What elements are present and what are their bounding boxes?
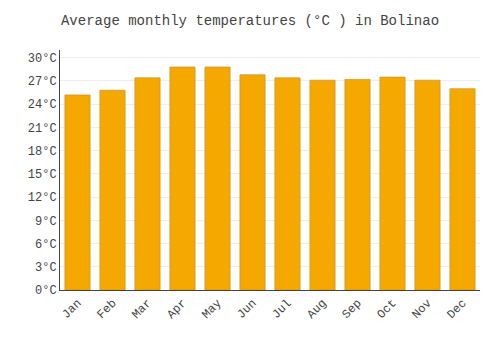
svg-text:6°C: 6°C <box>35 238 57 252</box>
svg-text:24°C: 24°C <box>28 98 57 112</box>
svg-text:Jan: Jan <box>59 297 84 322</box>
svg-text:Mar: Mar <box>129 297 154 322</box>
svg-text:May: May <box>199 297 224 322</box>
svg-text:Jun: Jun <box>234 297 259 322</box>
svg-text:0°C: 0°C <box>35 284 57 298</box>
svg-text:Aug: Aug <box>304 297 329 322</box>
svg-text:Sep: Sep <box>339 297 364 322</box>
svg-text:21°C: 21°C <box>28 122 57 136</box>
svg-text:30°C: 30°C <box>28 52 57 66</box>
svg-text:15°C: 15°C <box>28 168 57 182</box>
svg-text:18°C: 18°C <box>28 145 57 159</box>
svg-text:12°C: 12°C <box>28 191 57 205</box>
svg-text:Dec: Dec <box>444 297 469 322</box>
svg-text:27°C: 27°C <box>28 75 57 89</box>
svg-text:Nov: Nov <box>409 297 434 322</box>
svg-text:3°C: 3°C <box>35 261 57 275</box>
svg-text:9°C: 9°C <box>35 215 57 229</box>
svg-text:Jul: Jul <box>269 297 294 322</box>
svg-text:Oct: Oct <box>374 297 399 322</box>
svg-text:Feb: Feb <box>94 297 119 322</box>
svg-text:Apr: Apr <box>164 297 189 322</box>
svg-text:Average monthly temperatures (: Average monthly temperatures (°C ) in Bo… <box>61 13 439 29</box>
